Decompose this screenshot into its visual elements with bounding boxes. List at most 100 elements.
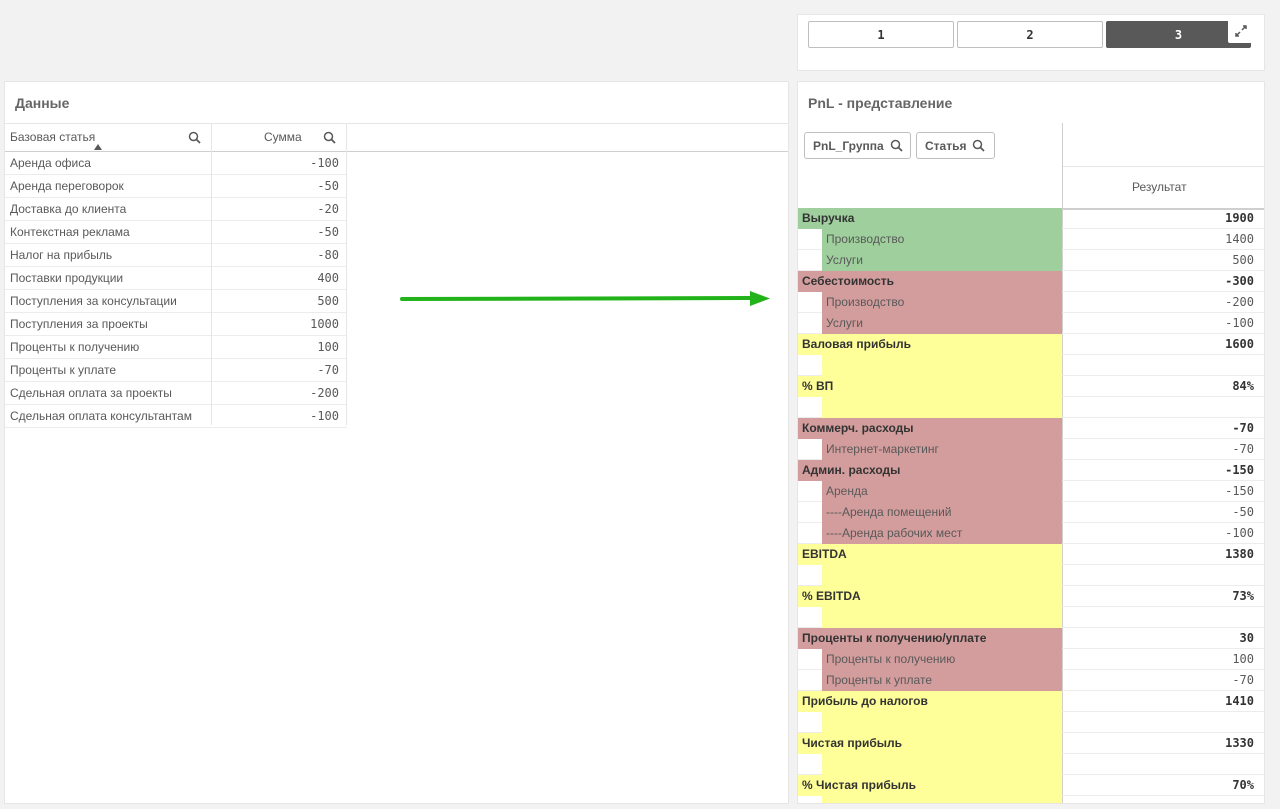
pnl-value: -100: [1225, 526, 1254, 540]
pnl-label: [822, 796, 1062, 803]
pnl-group-row[interactable]: Выручка 1900: [798, 208, 1264, 229]
pnl-value: 1900: [1225, 211, 1254, 225]
pnl-group-row[interactable]: Чистая прибыль 1330: [798, 733, 1264, 754]
pnl-value: -70: [1232, 442, 1254, 456]
table-row[interactable]: Налог на прибыль -80: [5, 244, 347, 267]
pnl-group-row[interactable]: Админ. расходы -150: [798, 460, 1264, 481]
pnl-label: [822, 754, 1062, 775]
sum-cell: 100: [317, 340, 339, 354]
table-row[interactable]: Аренда офиса -100: [5, 152, 347, 175]
pnl-value: -50: [1232, 505, 1254, 519]
result-column-header[interactable]: Результат: [1132, 180, 1187, 194]
data-panel-title: Данные: [15, 95, 70, 111]
table-row[interactable]: Контекстная реклама -50: [5, 221, 347, 244]
pnl-item-row[interactable]: Производство 1400: [798, 229, 1264, 250]
search-icon[interactable]: [323, 131, 336, 144]
pnl-value: -70: [1232, 421, 1254, 435]
pnl-group-row[interactable]: % Чистая прибыль 70%: [798, 775, 1264, 796]
pnl-item-row[interactable]: [798, 355, 1264, 376]
table-row[interactable]: Доставка до клиента -20: [5, 198, 347, 221]
table-row[interactable]: Аренда переговорок -50: [5, 175, 347, 198]
search-icon[interactable]: [188, 131, 201, 144]
pnl-label: % Чистая прибыль: [798, 775, 1062, 796]
pnl-item-row[interactable]: ----Аренда рабочих мест -100: [798, 523, 1264, 544]
base-item-cell: Доставка до клиента: [10, 202, 127, 216]
page-button-2[interactable]: 2: [957, 21, 1103, 48]
pnl-item-row[interactable]: Проценты к уплате -70: [798, 670, 1264, 691]
pnl-group-row[interactable]: Коммерч. расходы -70: [798, 418, 1264, 439]
pnl-item-row[interactable]: Проценты к получению 100: [798, 649, 1264, 670]
page-button-3[interactable]: 3: [1106, 21, 1251, 48]
filter-item[interactable]: Статья: [916, 132, 995, 159]
base-item-cell: Сдельная оплата за проекты: [10, 386, 172, 400]
pnl-value: -200: [1225, 295, 1254, 309]
pnl-item-row[interactable]: Услуги -100: [798, 313, 1264, 334]
table-row[interactable]: Поступления за проекты 1000: [5, 313, 347, 336]
sum-cell: -80: [317, 248, 339, 262]
pnl-group-row[interactable]: % EBITDA 73%: [798, 586, 1264, 607]
pnl-group-row[interactable]: % ВП 84%: [798, 376, 1264, 397]
pnl-label: Коммерч. расходы: [798, 418, 1062, 439]
pnl-group-row[interactable]: Проценты к получению/уплате 30: [798, 628, 1264, 649]
pnl-item-row[interactable]: [798, 397, 1264, 418]
pnl-label: Выручка: [798, 208, 1062, 229]
base-item-cell: Поступления за консультации: [10, 294, 177, 308]
pnl-label: [822, 355, 1062, 376]
pnl-group-row[interactable]: EBITDA 1380: [798, 544, 1264, 565]
pnl-item-row[interactable]: Аренда -150: [798, 481, 1264, 502]
table-row[interactable]: Поступления за консультации 500: [5, 290, 347, 313]
filter-label: Статья: [925, 138, 967, 153]
pnl-value: -100: [1225, 316, 1254, 330]
pnl-label: Админ. расходы: [798, 460, 1062, 481]
pnl-item-row[interactable]: [798, 565, 1264, 586]
pnl-item-row[interactable]: ----Аренда помещений -50: [798, 502, 1264, 523]
search-icon: [973, 139, 986, 152]
column-divider: [211, 123, 212, 425]
pnl-value: 1330: [1225, 736, 1254, 750]
column-header-base-item[interactable]: Базовая статья: [10, 130, 96, 144]
pnl-group-row[interactable]: Прибыль до налогов 1410: [798, 691, 1264, 712]
expand-icon: [1235, 25, 1247, 37]
pnl-item-row[interactable]: [798, 607, 1264, 628]
pnl-item-row[interactable]: Производство -200: [798, 292, 1264, 313]
pnl-label: Прибыль до налогов: [798, 691, 1062, 712]
pnl-panel-title: PnL - представление: [808, 95, 953, 111]
expand-button[interactable]: [1228, 19, 1254, 43]
pnl-value: -70: [1232, 673, 1254, 687]
column-divider: [346, 123, 347, 425]
table-row[interactable]: Сдельная оплата консультантам -100: [5, 405, 347, 428]
pnl-label: [822, 712, 1062, 733]
pnl-item-row[interactable]: [798, 796, 1264, 803]
pnl-label: Проценты к получению/уплате: [798, 628, 1062, 649]
pnl-item-row[interactable]: Интернет-маркетинг -70: [798, 439, 1264, 460]
column-header-sum[interactable]: Сумма: [264, 130, 302, 144]
table-row[interactable]: Сдельная оплата за проекты -200: [5, 382, 347, 405]
pnl-label: EBITDA: [798, 544, 1062, 565]
sum-cell: 400: [317, 271, 339, 285]
data-table-header: Базовая статья Сумма: [5, 123, 788, 152]
pnl-item-row[interactable]: [798, 754, 1264, 775]
pnl-label: Проценты к получению: [822, 649, 1062, 670]
sum-cell: 1000: [310, 317, 339, 331]
filter-pnl-group[interactable]: PnL_Группа: [804, 132, 911, 159]
pnl-value: 100: [1232, 652, 1254, 666]
pnl-label: ----Аренда помещений: [822, 502, 1062, 523]
table-row[interactable]: Проценты к получению 100: [5, 336, 347, 359]
pnl-value: -150: [1225, 484, 1254, 498]
pnl-item-row[interactable]: Услуги 500: [798, 250, 1264, 271]
data-table: Базовая статья Сумма Аренда офиса -100 Аре…: [5, 123, 788, 428]
base-item-cell: Налог на прибыль: [10, 248, 113, 262]
table-row[interactable]: Проценты к уплате -70: [5, 359, 347, 382]
pnl-group-row[interactable]: Валовая прибыль 1600: [798, 334, 1264, 355]
pnl-item-row[interactable]: [798, 712, 1264, 733]
sum-cell: -100: [310, 409, 339, 423]
pnl-label: [822, 397, 1062, 418]
pnl-value: 84%: [1232, 379, 1254, 393]
data-table-body: Аренда офиса -100 Аренда переговорок -50 Дос…: [5, 152, 788, 428]
data-panel: Данные Базовая статья Сумма Аренда офиса…: [4, 81, 789, 804]
pnl-group-row[interactable]: Себестоимость -300: [798, 271, 1264, 292]
table-row[interactable]: Поставки продукции 400: [5, 267, 347, 290]
page-button-1[interactable]: 1: [808, 21, 954, 48]
pnl-label: Производство: [822, 292, 1062, 313]
sum-cell: 500: [317, 294, 339, 308]
